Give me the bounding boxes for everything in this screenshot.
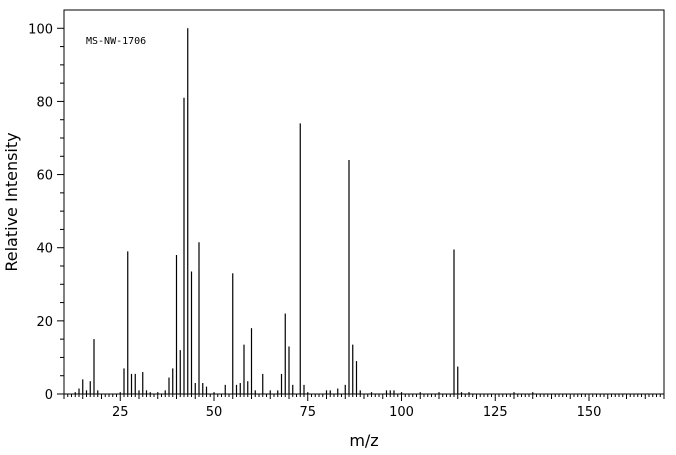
y-tick-label: 60 xyxy=(36,169,53,184)
plot-frame xyxy=(63,9,665,395)
x-tick-label: 150 xyxy=(577,405,602,420)
y-tick-label: 20 xyxy=(36,315,53,330)
axis-tick-labels: 25 50 75 100 125 150 0 20 40 60 80 100 xyxy=(28,22,601,420)
x-tick-label: 50 xyxy=(206,405,223,420)
y-tick-label: 80 xyxy=(36,95,53,110)
x-axis-title: m/z xyxy=(349,431,378,450)
spectrum-id-annotation: MS-NW-1706 xyxy=(86,36,146,47)
y-tick-label: 0 xyxy=(45,388,53,403)
y-tick-label: 40 xyxy=(36,242,53,257)
y-tick-label: 100 xyxy=(28,22,53,37)
spectrum-peaks xyxy=(74,28,534,394)
x-tick-label: 125 xyxy=(483,405,508,420)
x-tick-label: 100 xyxy=(389,405,414,420)
x-tick-label: 75 xyxy=(299,405,316,420)
y-axis-title: Relative Intensity xyxy=(2,132,21,271)
x-tick-label: 25 xyxy=(112,405,129,420)
axis-ticks xyxy=(57,27,665,401)
